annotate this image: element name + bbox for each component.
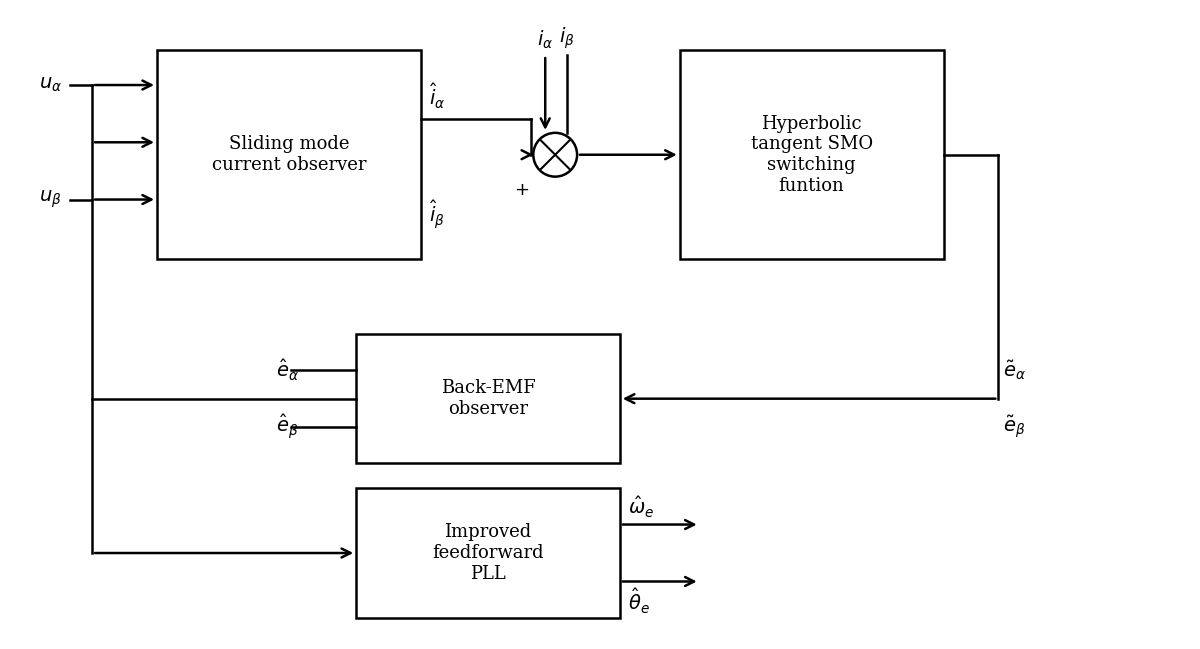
Text: $i_{\beta}$: $i_{\beta}$ xyxy=(559,26,575,51)
Text: $\hat{\omega}_{e}$: $\hat{\omega}_{e}$ xyxy=(628,495,654,520)
Bar xyxy=(356,334,620,463)
Text: $\tilde{e}_{\beta}$: $\tilde{e}_{\beta}$ xyxy=(1003,414,1026,441)
Text: $u_{\alpha}$: $u_{\alpha}$ xyxy=(38,76,62,94)
Bar xyxy=(356,488,620,618)
Text: Hyperbolic
tangent SMO
switching
funtion: Hyperbolic tangent SMO switching funtion xyxy=(750,114,872,195)
Text: $\hat{i}_{\beta}$: $\hat{i}_{\beta}$ xyxy=(428,198,445,230)
Text: Sliding mode
current observer: Sliding mode current observer xyxy=(211,136,366,174)
Bar xyxy=(157,50,421,260)
Text: Back-EMF
observer: Back-EMF observer xyxy=(440,379,535,418)
Text: $i_{\alpha}$: $i_{\alpha}$ xyxy=(538,29,553,51)
Text: $\hat{i}_{\alpha}$: $\hat{i}_{\alpha}$ xyxy=(428,82,445,111)
Text: $+$: $+$ xyxy=(514,180,529,199)
Text: $\hat{\theta}_{e}$: $\hat{\theta}_{e}$ xyxy=(628,587,649,616)
Text: $\tilde{e}_{\alpha}$: $\tilde{e}_{\alpha}$ xyxy=(1003,358,1026,382)
Text: $\hat{e}_{\beta}$: $\hat{e}_{\beta}$ xyxy=(276,413,299,441)
Text: $u_{\beta}$: $u_{\beta}$ xyxy=(40,189,61,210)
Bar xyxy=(679,50,943,260)
Text: $\hat{e}_{\alpha}$: $\hat{e}_{\alpha}$ xyxy=(276,358,299,383)
Text: Improved
feedforward
PLL: Improved feedforward PLL xyxy=(432,523,544,583)
